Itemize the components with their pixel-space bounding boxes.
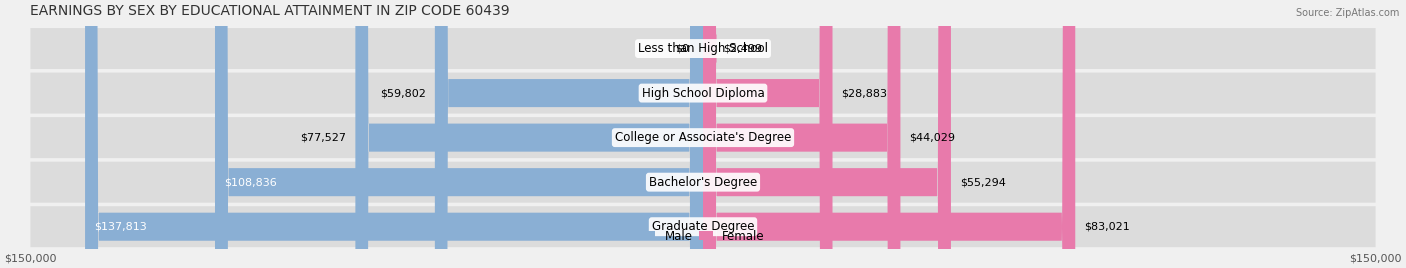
FancyBboxPatch shape (703, 0, 900, 268)
FancyBboxPatch shape (31, 206, 1375, 247)
Legend: Male, Female: Male, Female (637, 225, 769, 248)
Text: $83,021: $83,021 (1084, 222, 1130, 232)
Text: College or Associate's Degree: College or Associate's Degree (614, 131, 792, 144)
Text: $108,836: $108,836 (224, 177, 277, 187)
Text: Bachelor's Degree: Bachelor's Degree (650, 176, 756, 189)
Text: $77,527: $77,527 (301, 133, 346, 143)
Text: $55,294: $55,294 (960, 177, 1005, 187)
FancyBboxPatch shape (700, 0, 717, 268)
Text: High School Diploma: High School Diploma (641, 87, 765, 100)
FancyBboxPatch shape (31, 73, 1375, 114)
FancyBboxPatch shape (703, 0, 832, 268)
FancyBboxPatch shape (703, 0, 950, 268)
Text: Source: ZipAtlas.com: Source: ZipAtlas.com (1295, 8, 1399, 18)
Text: Graduate Degree: Graduate Degree (652, 220, 754, 233)
FancyBboxPatch shape (356, 0, 703, 268)
FancyBboxPatch shape (215, 0, 703, 268)
Text: $28,883: $28,883 (841, 88, 887, 98)
FancyBboxPatch shape (31, 28, 1375, 69)
FancyBboxPatch shape (84, 0, 703, 268)
FancyBboxPatch shape (31, 117, 1375, 158)
FancyBboxPatch shape (434, 0, 703, 268)
FancyBboxPatch shape (31, 162, 1375, 203)
Text: $59,802: $59,802 (380, 88, 426, 98)
FancyBboxPatch shape (703, 0, 1076, 268)
Text: EARNINGS BY SEX BY EDUCATIONAL ATTAINMENT IN ZIP CODE 60439: EARNINGS BY SEX BY EDUCATIONAL ATTAINMEN… (31, 4, 510, 18)
Text: Less than High School: Less than High School (638, 42, 768, 55)
Text: $0: $0 (675, 43, 689, 54)
Text: $137,813: $137,813 (94, 222, 146, 232)
Text: $44,029: $44,029 (910, 133, 956, 143)
Text: $2,499: $2,499 (723, 43, 762, 54)
